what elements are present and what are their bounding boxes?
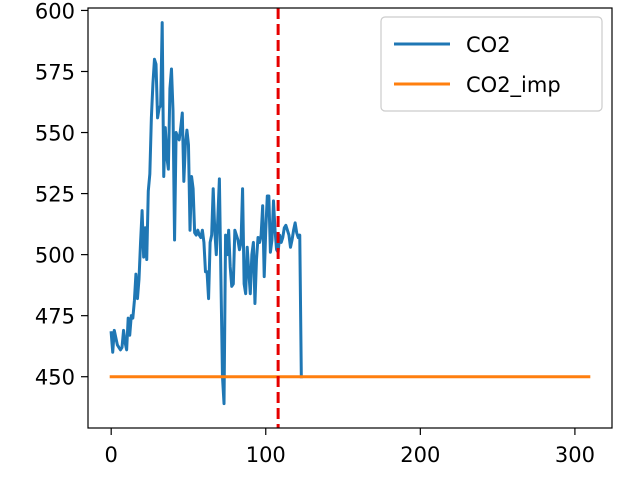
series-line-co2 bbox=[109, 21, 303, 406]
axis-ticks: 0 100 200 300 450 475 500 525 550 575 600 bbox=[35, 0, 595, 467]
y-tick-label: 600 bbox=[35, 0, 75, 23]
x-tick-label: 300 bbox=[555, 443, 595, 467]
legend-label: CO2 bbox=[466, 33, 511, 57]
y-tick-label: 450 bbox=[35, 366, 75, 390]
y-tick-label: 475 bbox=[35, 305, 75, 329]
y-tick-label: 525 bbox=[35, 183, 75, 207]
legend-label: CO2_imp bbox=[466, 73, 561, 98]
x-tick-label: 200 bbox=[400, 443, 440, 467]
y-tick-label: 550 bbox=[35, 122, 75, 146]
x-tick-label: 100 bbox=[246, 443, 286, 467]
plot-area bbox=[109, 8, 591, 428]
y-tick-label: 575 bbox=[35, 60, 75, 84]
x-tick-label: 0 bbox=[104, 443, 117, 467]
axes-frame bbox=[87, 7, 613, 429]
legend-box bbox=[380, 16, 603, 112]
legend: CO2 CO2_imp bbox=[380, 16, 603, 112]
y-tick-label: 500 bbox=[35, 244, 75, 268]
